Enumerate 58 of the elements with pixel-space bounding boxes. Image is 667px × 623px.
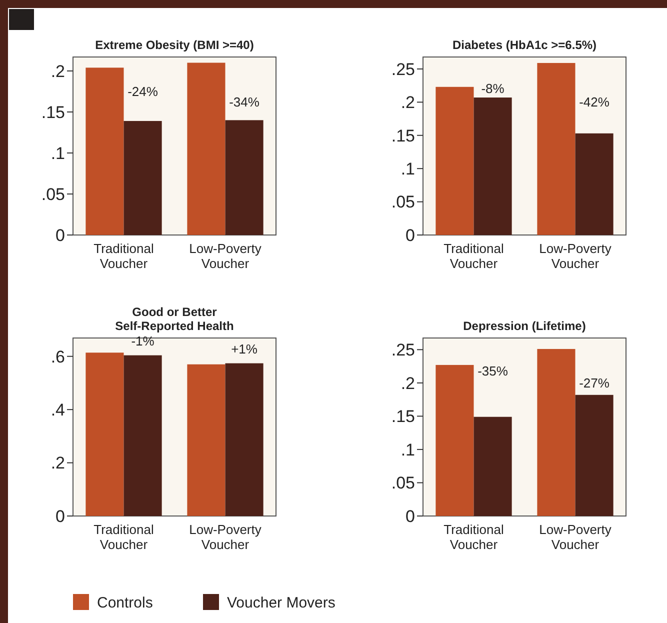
y-tick-label: 0	[56, 226, 65, 245]
chart-title: Extreme Obesity (BMI >=40)	[95, 38, 254, 52]
x-tick-label: Traditional Voucher	[94, 522, 154, 552]
x-tick-label: Low-Poverty Voucher	[539, 522, 612, 552]
annotation: -34%	[229, 94, 260, 110]
annotation: -35%	[478, 363, 508, 378]
bar	[124, 355, 162, 516]
chart-title: Good or Better Self-Reported Health	[115, 305, 234, 333]
annotation: -24%	[128, 84, 158, 99]
bar	[575, 394, 614, 516]
bar	[225, 363, 264, 516]
bar	[187, 62, 226, 235]
legend-label: Voucher Movers	[227, 594, 336, 612]
y-tick-label: 0	[406, 506, 415, 526]
annotation: -8%	[481, 80, 505, 96]
bar	[474, 98, 512, 235]
chart-title: Depression (Lifetime)	[463, 319, 586, 333]
annotation: +1%	[231, 341, 258, 356]
y-tick-label: .05	[391, 192, 415, 212]
y-tick-label: .05	[41, 184, 65, 204]
annotation: -27%	[579, 375, 610, 390]
y-tick-label: .05	[391, 474, 415, 493]
y-tick-label: .2	[50, 62, 65, 81]
legend-label: Controls	[97, 594, 153, 612]
y-tick-label: .1	[400, 160, 415, 179]
y-tick-label: .25	[391, 60, 415, 79]
x-tick-label: Low-Poverty Voucher	[539, 241, 612, 271]
x-tick-label: Traditional Voucher	[444, 241, 504, 271]
annotation: -42%	[579, 94, 610, 110]
bar	[537, 62, 576, 235]
x-tick-label: Traditional Voucher	[444, 522, 504, 552]
y-tick-label: .1	[400, 440, 415, 460]
bar	[187, 364, 226, 516]
y-tick-label: .15	[41, 102, 65, 122]
bar	[86, 352, 124, 516]
y-tick-label: .15	[391, 407, 415, 426]
y-tick-label: .25	[391, 340, 415, 360]
x-tick-label: Low-Poverty Voucher	[189, 241, 262, 271]
x-tick-label: Traditional Voucher	[94, 241, 154, 271]
y-tick-label: 0	[406, 226, 415, 245]
y-tick-label: .15	[391, 126, 415, 146]
y-tick-label: .1	[50, 144, 65, 163]
y-tick-label: .2	[400, 374, 415, 393]
bar	[225, 120, 264, 235]
y-tick-label: .2	[400, 93, 415, 112]
bar	[474, 416, 512, 516]
bar	[575, 133, 614, 235]
bar	[436, 364, 474, 516]
chart-title: Diabetes (HbA1c >=6.5%)	[452, 38, 597, 52]
bar	[124, 120, 162, 235]
x-tick-label: Low-Poverty Voucher	[189, 522, 262, 552]
y-tick-label: .4	[50, 400, 65, 420]
y-tick-label: .2	[50, 454, 65, 473]
bar	[436, 86, 474, 235]
y-tick-label: .6	[50, 347, 65, 366]
bar	[86, 68, 124, 235]
y-tick-label: 0	[56, 506, 65, 526]
bar	[537, 348, 576, 516]
